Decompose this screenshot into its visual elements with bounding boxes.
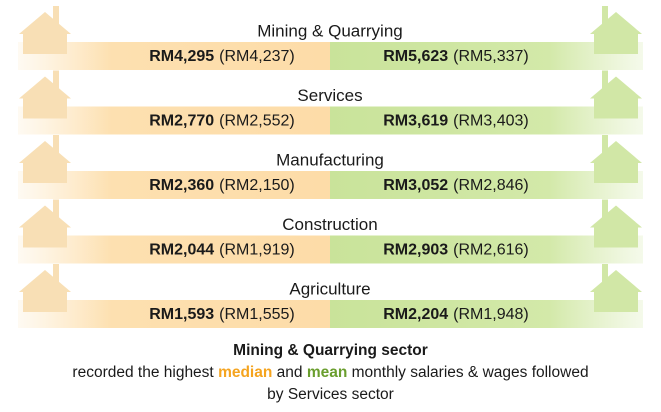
sector-icon bbox=[19, 6, 71, 54]
median-current: RM2,044 bbox=[149, 242, 214, 259]
sector-name: Mining & Quarrying bbox=[257, 21, 403, 40]
sector-icon bbox=[19, 70, 71, 119]
median-values: RM4,295 (RM4,237) bbox=[149, 48, 295, 65]
sector-icon bbox=[590, 264, 642, 312]
median-band bbox=[18, 171, 330, 199]
mean-current: RM2,903 bbox=[383, 242, 448, 259]
icon-shape bbox=[594, 225, 638, 248]
median-previous: (RM4,237) bbox=[219, 48, 295, 65]
sector-name: Agriculture bbox=[289, 279, 370, 298]
median-current: RM2,360 bbox=[149, 177, 214, 194]
median-previous: (RM2,552) bbox=[219, 113, 295, 130]
footer-text: and bbox=[276, 364, 303, 381]
mean-band bbox=[330, 106, 643, 135]
icon-shape bbox=[590, 12, 642, 34]
icon-shape bbox=[53, 6, 59, 26]
sector-name: Construction bbox=[282, 215, 377, 234]
icon-shape bbox=[594, 161, 638, 183]
icon-shape bbox=[602, 199, 608, 220]
mean-current: RM5,623 bbox=[383, 48, 448, 65]
icon-shape bbox=[53, 199, 59, 220]
icon-shape bbox=[19, 12, 71, 34]
mean-band bbox=[330, 235, 643, 264]
icon-shape bbox=[594, 96, 638, 119]
icon-shape bbox=[23, 161, 67, 183]
median-band bbox=[18, 42, 330, 70]
icon-shape bbox=[53, 264, 59, 284]
mean-values: RM2,204 (RM1,948) bbox=[383, 306, 529, 323]
median-current: RM1,593 bbox=[149, 306, 214, 323]
mean-previous: (RM2,846) bbox=[453, 177, 529, 194]
footer-text: recorded the highest bbox=[72, 364, 214, 381]
median-current: RM2,770 bbox=[149, 113, 214, 130]
icon-shape bbox=[602, 70, 608, 91]
footer-line: recorded the highest median and mean mon… bbox=[0, 362, 661, 384]
icon-shape bbox=[53, 135, 59, 155]
mean-values: RM3,619 (RM3,403) bbox=[383, 113, 529, 130]
median-previous: (RM2,150) bbox=[219, 177, 295, 194]
mean-band bbox=[330, 42, 643, 70]
mean-previous: (RM5,337) bbox=[453, 48, 529, 65]
sector-icon bbox=[590, 199, 642, 248]
sector-icon bbox=[590, 70, 642, 119]
icon-shape bbox=[602, 264, 608, 284]
mean-values: RM3,052 (RM2,846) bbox=[383, 177, 529, 194]
icon-shape bbox=[590, 205, 642, 228]
mean-word: mean bbox=[306, 364, 348, 381]
sector-icon bbox=[590, 135, 642, 183]
icon-shape bbox=[23, 225, 67, 248]
icon-shape bbox=[23, 96, 67, 119]
icon-shape bbox=[590, 141, 642, 163]
mean-current: RM3,052 bbox=[383, 177, 448, 194]
mean-previous: (RM1,948) bbox=[453, 306, 529, 323]
sector-icon bbox=[590, 6, 642, 54]
footer: Mining & Quarrying sector recorded the h… bbox=[0, 340, 661, 406]
mean-previous: (RM3,403) bbox=[453, 113, 529, 130]
icon-shape bbox=[19, 141, 71, 163]
sector-icon bbox=[19, 199, 71, 248]
icon-shape bbox=[53, 70, 59, 91]
median-values: RM2,360 (RM2,150) bbox=[149, 177, 295, 194]
icon-shape bbox=[23, 32, 67, 54]
icon-shape bbox=[590, 76, 642, 99]
sector-icon bbox=[19, 135, 71, 183]
sector-icon bbox=[19, 264, 71, 312]
icon-shape bbox=[590, 270, 642, 292]
icon-shape bbox=[602, 135, 608, 155]
icon-shape bbox=[19, 76, 71, 99]
median-band bbox=[18, 300, 330, 328]
median-band bbox=[18, 106, 330, 135]
footer-headline: Mining & Quarrying sector bbox=[233, 342, 428, 359]
mean-values: RM2,903 (RM2,616) bbox=[383, 242, 529, 259]
mean-values: RM5,623 (RM5,337) bbox=[383, 48, 529, 65]
mean-current: RM3,619 bbox=[383, 113, 448, 130]
infographic: Mining & Quarrying RM4,295 (RM4,237) RM5,62… bbox=[18, 6, 643, 328]
footer-line: by Services sector bbox=[267, 386, 394, 403]
icon-shape bbox=[594, 32, 638, 54]
icon-shape bbox=[23, 290, 67, 312]
median-band bbox=[18, 235, 330, 264]
icon-shape bbox=[594, 290, 638, 312]
footer-text: monthly salaries & wages followed bbox=[351, 364, 589, 381]
mean-band bbox=[330, 300, 643, 328]
median-current: RM4,295 bbox=[149, 48, 214, 65]
median-values: RM1,593 (RM1,555) bbox=[149, 306, 295, 323]
icon-shape bbox=[19, 205, 71, 228]
median-word: median bbox=[218, 364, 273, 381]
mean-band bbox=[330, 171, 643, 199]
mean-current: RM2,204 bbox=[383, 306, 448, 323]
icon-shape bbox=[19, 270, 71, 292]
median-values: RM2,044 (RM1,919) bbox=[149, 242, 295, 259]
mean-previous: (RM2,616) bbox=[453, 242, 529, 259]
sector-name: Manufacturing bbox=[276, 150, 384, 169]
sector-name: Services bbox=[297, 86, 362, 105]
icon-shape bbox=[602, 6, 608, 26]
median-previous: (RM1,555) bbox=[219, 306, 295, 323]
median-previous: (RM1,919) bbox=[219, 242, 295, 259]
median-values: RM2,770 (RM2,552) bbox=[149, 113, 295, 130]
